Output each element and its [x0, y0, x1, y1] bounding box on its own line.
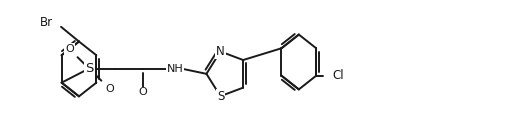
- Text: N: N: [216, 45, 225, 58]
- Text: S: S: [85, 62, 94, 75]
- Text: S: S: [217, 90, 224, 103]
- Text: O: O: [139, 87, 148, 97]
- Text: O: O: [65, 44, 74, 54]
- Text: NH: NH: [167, 64, 183, 74]
- Text: Cl: Cl: [332, 69, 344, 82]
- Text: O: O: [105, 84, 114, 93]
- Text: Br: Br: [40, 16, 53, 29]
